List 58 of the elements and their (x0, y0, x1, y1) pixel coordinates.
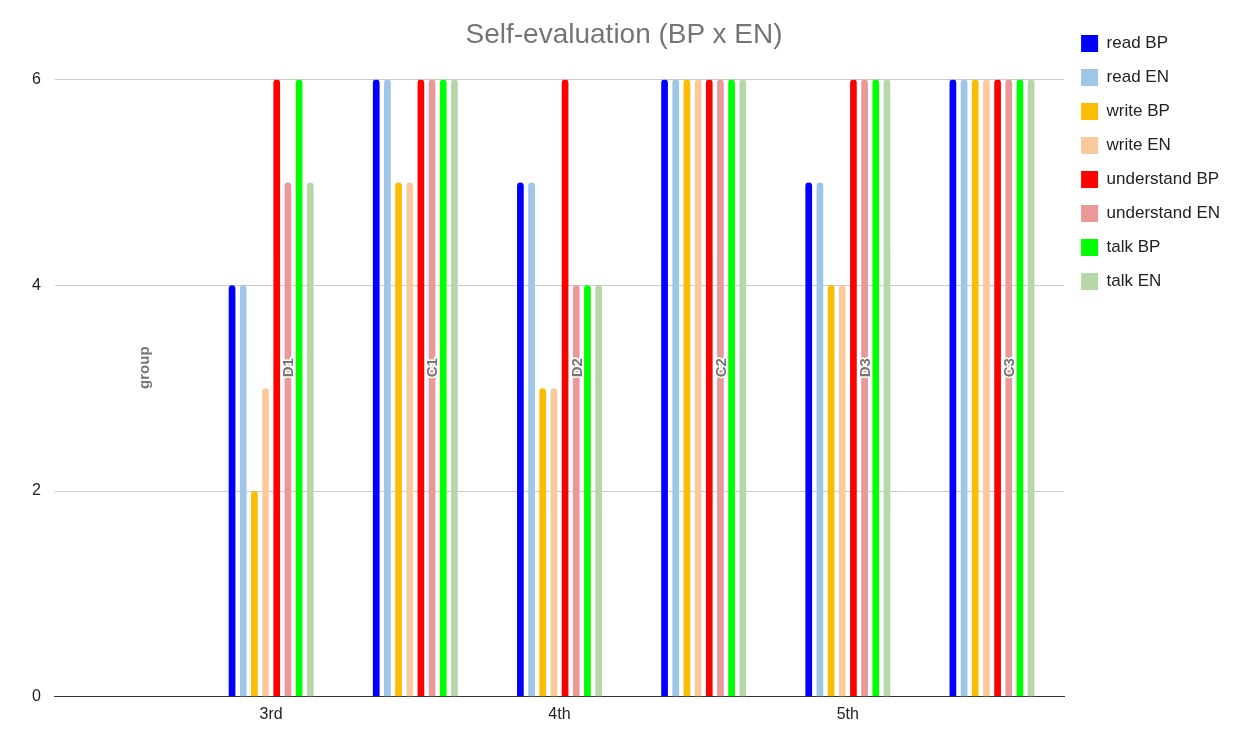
x-tick-label: 5th (836, 704, 859, 722)
bar (827, 285, 835, 697)
bar (838, 285, 846, 697)
bar (306, 182, 314, 697)
bar (406, 182, 414, 697)
bar (384, 79, 391, 697)
bar (517, 182, 524, 697)
bar (705, 79, 713, 697)
bar (717, 79, 724, 697)
annotation: D3 (855, 358, 873, 378)
annotation: D1 (279, 358, 297, 378)
bar (971, 79, 979, 697)
legend-label: talk BP (1106, 237, 1161, 257)
bar (983, 79, 990, 697)
bar (262, 388, 269, 697)
bar (572, 285, 580, 697)
bar (850, 79, 857, 697)
bar (861, 79, 868, 697)
bar (228, 285, 236, 697)
x-tick-label: 4th (548, 704, 571, 722)
x-tick-label: 3rd (259, 704, 283, 722)
bar (550, 388, 558, 697)
legend-label: understand EN (1106, 203, 1220, 223)
legend-label: write BP (1105, 101, 1170, 121)
bar (395, 182, 402, 697)
bar (739, 79, 747, 697)
bar (728, 79, 735, 697)
annotation: C1 (423, 358, 441, 378)
annotation: C2 (711, 358, 729, 378)
y-tick-label: 6 (31, 70, 41, 88)
annotation: D2 (567, 358, 585, 378)
bar (672, 79, 680, 697)
legend-label: read EN (1106, 67, 1169, 87)
legend-label: understand BP (1106, 169, 1220, 189)
y-tick-label: 2 (31, 481, 41, 499)
bar (528, 182, 535, 697)
y-tick-label: 4 (31, 275, 41, 293)
bar (372, 79, 380, 697)
bar (439, 79, 447, 697)
annotation: group (135, 346, 153, 389)
legend-label: read BP (1106, 33, 1169, 53)
bar (661, 79, 668, 697)
y-tick-label: 0 (31, 687, 41, 705)
bar (239, 285, 247, 697)
annotation: C3 (1000, 358, 1018, 378)
bar (584, 285, 591, 697)
legend-label: write EN (1105, 135, 1171, 155)
bar (805, 182, 813, 697)
bar (451, 79, 458, 697)
bar (595, 285, 602, 697)
bar (872, 79, 880, 697)
bar (994, 79, 1001, 697)
bar (273, 79, 281, 697)
bar (539, 388, 547, 697)
legend-label: talk EN (1106, 271, 1162, 291)
chart-title: Self-evaluation (BP x EN) (465, 17, 783, 49)
bar (1005, 79, 1013, 697)
bar (251, 491, 258, 697)
